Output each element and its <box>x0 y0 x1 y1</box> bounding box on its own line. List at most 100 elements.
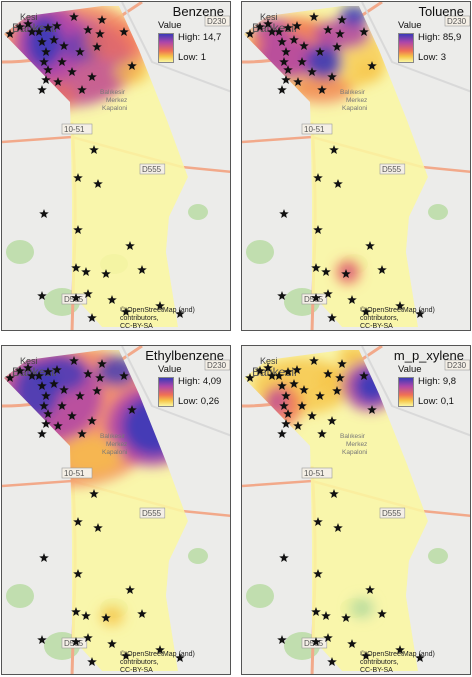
district-label: Kapaloni <box>102 449 127 456</box>
district-label: Kapaloni <box>342 105 367 112</box>
district-label: Balıkesir <box>100 433 126 440</box>
star-icon <box>315 47 325 56</box>
star-icon <box>277 291 287 300</box>
legend-low: Low: 3 <box>418 52 446 63</box>
concentration-hotspot <box>340 6 368 26</box>
star-icon <box>59 41 69 50</box>
star-icon <box>93 179 103 188</box>
legend-high: High: 4,09 <box>178 376 222 387</box>
star-icon <box>43 23 53 32</box>
star-icon <box>311 607 321 616</box>
star-icon <box>73 517 83 526</box>
road <box>121 346 230 437</box>
star-icon <box>27 371 37 380</box>
road-label-shield <box>204 359 230 371</box>
star-icon <box>125 585 135 594</box>
district-label: Balıkesir <box>340 89 366 96</box>
legend-color-ramp <box>398 33 414 63</box>
star-icon <box>347 639 357 648</box>
attribution-line1: © OpenStreetMap (and) contributors, <box>360 651 435 666</box>
star-icon <box>293 77 303 86</box>
star-icon <box>315 391 325 400</box>
star-icon <box>281 419 291 428</box>
road-label: 10-51 <box>304 469 325 478</box>
star-icon <box>365 585 375 594</box>
road-label: D555 <box>142 165 162 174</box>
star-icon <box>71 637 81 646</box>
star-icon <box>377 265 387 274</box>
star-icon <box>277 85 287 94</box>
star-icon <box>87 416 97 425</box>
star-icon <box>311 293 321 302</box>
star-icon <box>299 385 309 394</box>
park-area <box>188 204 208 220</box>
star-icon <box>321 267 331 276</box>
district-label: Balıkesir <box>100 89 126 96</box>
star-icon <box>309 356 319 365</box>
star-icon <box>95 29 105 38</box>
legend: Value High: 9,8 Low: 0,1 <box>398 364 470 414</box>
star-icon <box>77 85 87 94</box>
park-area <box>188 548 208 564</box>
road-label: 10-51 <box>304 125 325 134</box>
star-icon <box>367 405 377 414</box>
star-icon <box>299 41 309 50</box>
road-label: D230 <box>207 361 227 370</box>
star-icon <box>5 373 15 382</box>
road-label: D555 <box>382 165 402 174</box>
star-icon <box>41 419 51 428</box>
city-label: Kesi <box>20 12 38 22</box>
star-icon <box>39 57 49 66</box>
star-icon <box>307 411 317 420</box>
star-icon <box>43 367 53 376</box>
star-icon <box>359 371 369 380</box>
attribution-line1: © OpenStreetMap (and) contributors, <box>120 307 195 322</box>
star-icon <box>277 429 287 438</box>
star-icon <box>313 173 323 182</box>
star-icon <box>89 489 99 498</box>
district-label: Merkez <box>106 441 127 448</box>
star-icon <box>107 639 117 648</box>
heatmap-ethylbenzene: KesiBalıkesirBalıkesirMerkezKapaloniD230… <box>2 346 230 674</box>
star-icon <box>311 263 321 272</box>
star-icon <box>125 241 135 250</box>
star-icon <box>83 369 93 378</box>
star-icon <box>92 42 102 51</box>
star-icon <box>263 19 273 28</box>
star-icon <box>297 401 307 410</box>
road <box>361 2 470 93</box>
star-icon <box>329 489 339 498</box>
star-icon <box>395 301 405 310</box>
star-icon <box>137 265 147 274</box>
star-icon <box>274 27 284 36</box>
star-icon <box>137 609 147 618</box>
star-icon <box>75 391 85 400</box>
star-icon <box>327 416 337 425</box>
star-icon <box>359 27 369 36</box>
star-icon <box>49 35 59 44</box>
star-icon <box>155 645 165 654</box>
star-icon <box>5 29 15 38</box>
star-icon <box>274 371 284 380</box>
map-attribution: © OpenStreetMap (and) contributors, CC-B… <box>360 651 470 674</box>
star-icon <box>323 633 333 642</box>
star-icon <box>337 359 347 368</box>
district-label: Kapaloni <box>102 105 127 112</box>
legend-label: Value <box>158 20 182 31</box>
star-icon <box>283 409 293 418</box>
star-icon <box>49 379 59 388</box>
star-icon <box>83 633 93 642</box>
park-area <box>6 240 34 264</box>
road <box>361 346 470 437</box>
concentration-hotspot <box>354 369 390 403</box>
star-icon <box>71 263 81 272</box>
park-area <box>428 548 448 564</box>
star-icon <box>279 57 289 66</box>
park-area <box>246 584 274 608</box>
legend-color-ramp <box>158 377 174 407</box>
star-icon <box>277 381 287 390</box>
star-icon <box>81 611 91 620</box>
star-icon <box>37 635 47 644</box>
star-icon <box>97 15 107 24</box>
monitoring-stations <box>5 356 185 666</box>
